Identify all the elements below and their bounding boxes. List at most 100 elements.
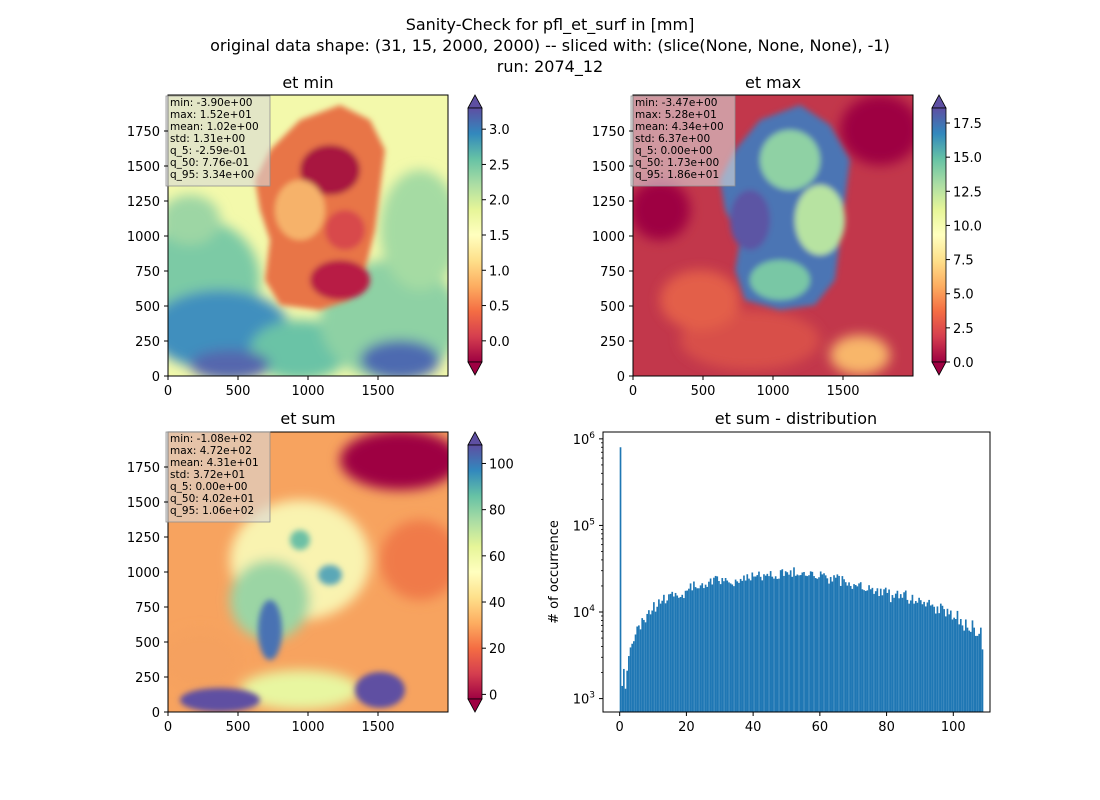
- histogram-bar: [828, 583, 830, 712]
- histogram-bar: [708, 581, 710, 712]
- histogram-bar: [801, 572, 804, 712]
- colorbar-extend-top: [467, 94, 483, 109]
- colorbar-tick-label: 17.5: [953, 117, 982, 132]
- colorbar-tick-label: 5.0: [953, 288, 974, 303]
- histogram-bar: [871, 587, 874, 712]
- histogram-bar: [748, 578, 750, 712]
- histogram-bar: [858, 583, 860, 712]
- stat-max: max: 1.52e+01: [170, 109, 252, 121]
- histogram-bar: [851, 588, 854, 712]
- histogram-bar: [834, 577, 837, 712]
- y-tick-label: 103: [573, 691, 595, 708]
- plot-frame: [602, 431, 991, 713]
- histogram-bar: [823, 573, 825, 712]
- histogram-bar: [838, 575, 840, 712]
- x-tick-label: 1000: [756, 384, 789, 399]
- y-tick-label: 1000: [127, 230, 160, 245]
- histogram-bar: [731, 584, 734, 712]
- histogram-bar: [878, 596, 880, 712]
- histogram-bar: [718, 581, 720, 712]
- x-tick-label: 80: [878, 720, 895, 735]
- histogram-bar: [798, 575, 800, 712]
- histogram-bar: [646, 613, 649, 712]
- x-tick-label: 500: [691, 384, 716, 399]
- histogram-bar: [959, 619, 962, 712]
- colorbar: 0.0 0.5 1.0 1.5 2.0 2.5 3.0: [467, 94, 510, 376]
- stat-min: min: -3.47e+00: [635, 97, 717, 109]
- stat-min: min: -3.90e+00: [170, 97, 252, 109]
- y-tick-label: 750: [600, 265, 625, 280]
- histogram-bar: [683, 598, 685, 712]
- histogram-bar: [826, 578, 829, 712]
- histogram-bar: [934, 613, 937, 712]
- histogram-bar: [929, 605, 932, 712]
- histogram-bar: [663, 594, 665, 712]
- y-axis-label: # of occurrence: [547, 520, 562, 624]
- histogram-bar: [868, 585, 870, 712]
- y-tick-label: 750: [135, 601, 160, 616]
- histogram-bar: [756, 575, 759, 712]
- colorbar-tick-label: 3.0: [489, 123, 510, 138]
- histogram-bar: [948, 614, 950, 712]
- colorbar: 0 20 40 60 80 100: [467, 431, 514, 713]
- histogram-bar: [786, 572, 789, 712]
- y-tick-label: 1750: [127, 461, 160, 476]
- stat-q50: q_50: 1.73e+00: [635, 157, 719, 169]
- histogram-bar: [669, 593, 672, 712]
- histogram-bar: [629, 647, 632, 712]
- x-axis: 0 20 40 60 80 100: [616, 712, 966, 735]
- y-tick-label: 1500: [127, 496, 160, 511]
- y-tick-label: 250: [135, 335, 160, 350]
- stat-mean: mean: 4.31e+01: [170, 457, 259, 469]
- histogram-bar: [769, 571, 772, 712]
- x-tick-label: 60: [812, 720, 829, 735]
- y-tick-label: 1250: [592, 195, 625, 210]
- histogram-bar: [658, 599, 660, 712]
- histogram-bar: [849, 585, 852, 712]
- histogram-bar: [653, 602, 655, 712]
- histogram-bar: [844, 582, 847, 712]
- x-tick-label: 100: [941, 720, 966, 735]
- histogram-bar: [791, 576, 794, 712]
- histogram-bar: [639, 629, 642, 712]
- histogram-bar: [974, 635, 977, 712]
- colorbar-tick-label: 0.5: [489, 300, 510, 315]
- histogram-bar: [691, 590, 694, 712]
- histogram-bar: [706, 586, 709, 712]
- histogram-bar: [699, 585, 702, 712]
- x-tick-label: 500: [226, 720, 251, 735]
- histogram-bar: [744, 580, 747, 712]
- x-tick-label: 1500: [361, 720, 394, 735]
- histogram-bar: [686, 590, 689, 712]
- histogram-bar: [921, 604, 924, 712]
- colorbar-tick-label: 80: [489, 504, 506, 519]
- y-tick-label: 105: [573, 517, 595, 534]
- stats-box: min: -3.47e+00 max: 5.28e+01 mean: 4.34e…: [630, 95, 736, 187]
- y-tick-label: 1750: [127, 125, 160, 140]
- histogram-bar: [918, 597, 920, 712]
- y-tick-label: 250: [600, 335, 625, 350]
- colorbar-tick-label: 1.5: [489, 229, 510, 244]
- histogram-bar: [904, 590, 907, 712]
- histogram-bar: [678, 597, 680, 712]
- x-tick-label: 0: [616, 720, 624, 735]
- histogram-bar: [913, 603, 915, 712]
- histogram-bar: [889, 602, 892, 712]
- y-tick-label: 0: [617, 370, 625, 385]
- colorbar-tick-label: 20: [489, 642, 506, 657]
- histogram-bar: [758, 571, 760, 712]
- histogram-bar: [896, 590, 899, 712]
- histogram-bar: [634, 634, 637, 712]
- histogram-bar: [881, 595, 884, 712]
- y-tick-label: 1000: [127, 566, 160, 581]
- histogram-bar: [719, 584, 722, 712]
- histogram-bar: [694, 587, 697, 712]
- y-axis: 103 104 105 106: [573, 431, 603, 708]
- histogram-bar: [813, 576, 815, 712]
- x-axis: [167, 376, 379, 380]
- histogram-bar: [833, 575, 835, 712]
- colorbar-tick-label: 2.0: [489, 194, 510, 209]
- histogram-bar: [963, 630, 965, 712]
- histogram-bar: [771, 576, 774, 712]
